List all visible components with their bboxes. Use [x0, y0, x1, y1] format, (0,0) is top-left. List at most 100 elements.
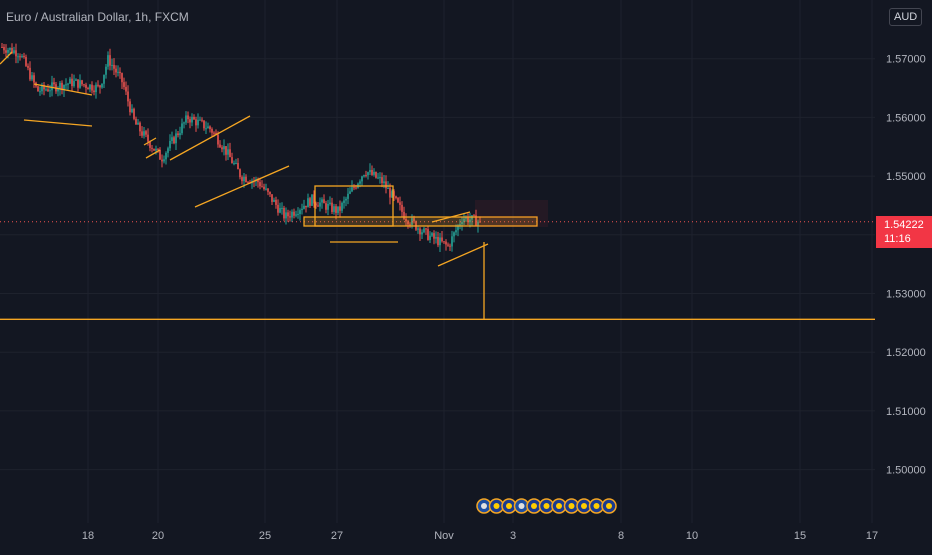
- candle-body: [1, 46, 3, 48]
- candle-body: [69, 78, 71, 84]
- australia-flag-icon: [481, 503, 487, 509]
- trend-line[interactable]: [431, 211, 471, 223]
- price-tick-label: 1.56000: [886, 112, 926, 124]
- time-tick-label: 15: [794, 530, 806, 542]
- candle-body: [303, 205, 305, 209]
- candle-body: [221, 147, 223, 150]
- candle-body: [331, 202, 333, 212]
- candle-body: [243, 176, 245, 182]
- trend-line[interactable]: [143, 137, 157, 146]
- candle-body: [107, 55, 109, 67]
- candle-body: [21, 55, 23, 57]
- time-tick-label: 17: [866, 530, 878, 542]
- event-marker[interactable]: [588, 498, 605, 514]
- candle-body: [237, 163, 239, 170]
- candle-body: [321, 199, 323, 203]
- candle-body: [461, 222, 463, 225]
- candle-body: [269, 191, 271, 195]
- candle-body: [113, 64, 115, 69]
- candle-body: [97, 84, 99, 86]
- candle-body: [159, 149, 161, 160]
- time-tick-label: 8: [618, 530, 624, 542]
- time-axis[interactable]: 18 20 25 27 Nov 3 8 10 15 17: [82, 530, 878, 542]
- candle-body: [413, 218, 415, 222]
- candle-body: [65, 84, 67, 86]
- time-tick-label: Nov: [434, 530, 454, 542]
- candle-body: [151, 147, 153, 149]
- candle-body: [285, 212, 287, 219]
- candle-body: [247, 182, 249, 184]
- candle-body: [239, 169, 241, 178]
- time-tick-label: 18: [82, 530, 94, 542]
- pattern-drawings[interactable]: [0, 51, 875, 320]
- candle-body: [301, 208, 303, 211]
- candle-body: [123, 82, 125, 87]
- candle-body: [109, 55, 111, 66]
- candle-body: [387, 188, 389, 190]
- trend-line[interactable]: [145, 149, 161, 159]
- price-axis[interactable]: 1.570001.560001.550001.540001.530001.520…: [886, 54, 926, 477]
- resistance-zone[interactable]: [303, 216, 538, 227]
- trend-line[interactable]: [33, 83, 93, 96]
- candle-body: [115, 68, 117, 73]
- event-marker[interactable]: [488, 498, 505, 514]
- event-marker[interactable]: [563, 498, 580, 514]
- candle-body: [423, 228, 425, 233]
- trend-line[interactable]: [194, 165, 290, 208]
- candle-body: [297, 213, 299, 215]
- trend-line[interactable]: [0, 51, 13, 65]
- candle-body: [23, 55, 25, 57]
- event-marker[interactable]: [513, 498, 530, 514]
- australia-flag-icon: [518, 503, 525, 509]
- candle-body: [435, 237, 437, 239]
- candle-body: [451, 236, 453, 247]
- candle-body: [201, 119, 203, 121]
- trend-line[interactable]: [437, 243, 489, 267]
- event-marker[interactable]: [576, 498, 592, 514]
- symbol-title[interactable]: Euro / Australian Dollar, 1h, FXCM: [6, 10, 189, 24]
- candle-body: [99, 85, 101, 88]
- candle-body: [207, 126, 209, 129]
- candle-body: [433, 233, 435, 239]
- candle-body: [457, 225, 459, 231]
- candle-body: [197, 119, 199, 126]
- candle-body: [431, 233, 433, 236]
- euro-flag-icon: [556, 503, 562, 509]
- candle-body: [345, 198, 347, 201]
- trend-line[interactable]: [23, 119, 93, 127]
- candle-body: [105, 66, 107, 75]
- target-zone: [475, 200, 548, 227]
- candle-body: [339, 206, 341, 211]
- candle-body: [419, 228, 421, 235]
- bar-countdown: 11:16: [884, 233, 911, 245]
- candle-body: [399, 202, 401, 205]
- candle-body: [175, 133, 177, 144]
- candle-body: [449, 245, 451, 247]
- candle-body: [11, 47, 13, 54]
- candle-body: [265, 188, 267, 190]
- candle-body: [447, 244, 449, 246]
- candle-body: [147, 134, 149, 142]
- candle-body: [117, 71, 119, 73]
- euro-flag-icon: [606, 503, 612, 509]
- candle-body: [263, 186, 265, 190]
- candle-body: [157, 148, 159, 150]
- candle-body: [193, 116, 195, 120]
- candle-body: [409, 224, 411, 226]
- currency-badge[interactable]: AUD: [889, 8, 923, 26]
- trend-line[interactable]: [169, 115, 251, 161]
- candle-body: [233, 163, 235, 165]
- price-tick-label: 1.51000: [886, 406, 926, 418]
- event-marker[interactable]: [601, 498, 617, 514]
- event-marker[interactable]: [538, 498, 555, 514]
- candle-body: [217, 134, 219, 145]
- candle-body: [155, 148, 157, 151]
- candle-body: [309, 198, 311, 206]
- candle-body: [187, 115, 189, 120]
- candle-body: [353, 187, 355, 189]
- candle-body: [121, 73, 123, 83]
- euro-flag-icon: [543, 503, 550, 509]
- economic-events[interactable]: [476, 498, 617, 514]
